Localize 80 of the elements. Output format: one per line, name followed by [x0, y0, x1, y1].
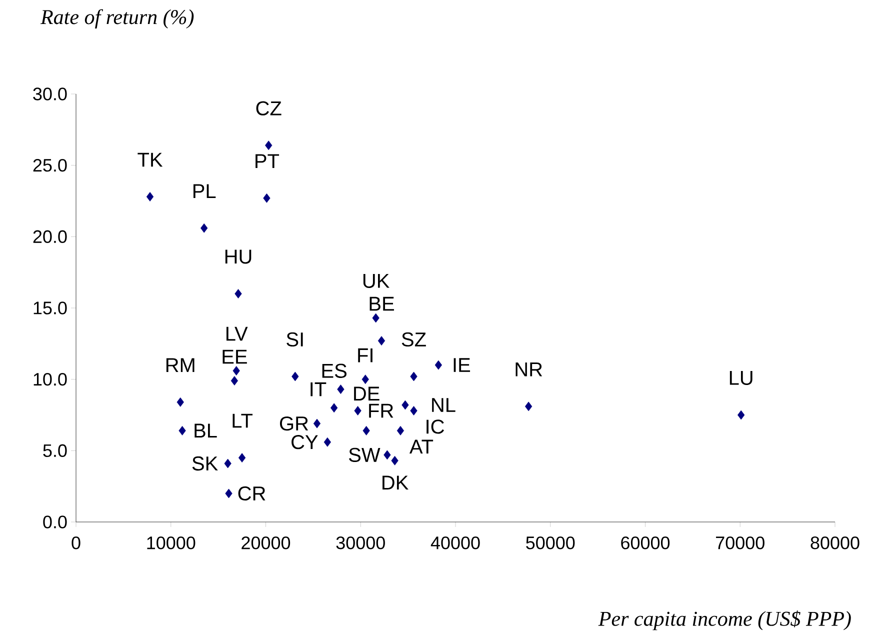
annotation: BL	[194, 424, 217, 438]
point	[292, 372, 299, 382]
annotation: IE	[454, 358, 470, 372]
annotation: FR	[369, 404, 394, 418]
y-tick-label: 25.0	[33, 158, 67, 172]
point	[738, 410, 745, 420]
point	[378, 336, 386, 346]
x-tick-label: 20000	[242, 536, 290, 550]
annotation: LV	[226, 326, 248, 341]
point	[330, 403, 338, 413]
point	[265, 140, 272, 150]
annotation: UK	[363, 274, 390, 288]
point	[384, 450, 391, 460]
point	[232, 366, 240, 376]
point	[200, 223, 208, 233]
x-axis-title: Per capita income (US$ PPP)	[598, 610, 851, 630]
annotation: SI	[286, 332, 303, 347]
annotation: FI	[358, 348, 372, 362]
point	[434, 360, 442, 370]
point	[354, 406, 362, 416]
point	[372, 313, 380, 323]
point	[362, 374, 369, 384]
x-tick-label: 80000	[810, 536, 860, 550]
annotation: LT	[232, 414, 253, 428]
annotation: HU	[225, 250, 252, 264]
annotation: ES	[322, 364, 346, 378]
annotation: CZ	[256, 101, 282, 116]
point	[225, 488, 232, 498]
annotation: PT	[256, 154, 280, 168]
annotation: DE	[354, 386, 380, 401]
annotation: IC	[426, 420, 444, 434]
annotation: SZ	[402, 332, 426, 347]
point	[391, 456, 398, 466]
y-tick-label: 0.0	[43, 516, 67, 528]
annotation: NR	[516, 362, 542, 376]
point	[146, 192, 154, 202]
y-tick-label: 15.0	[34, 302, 67, 314]
y-tick-label: 30.0	[33, 88, 67, 100]
x-tick-label: 0	[72, 536, 80, 550]
annotation: SW	[348, 448, 380, 462]
y-tick-label: 10.0	[34, 372, 67, 386]
annotation: SK	[192, 456, 218, 471]
annotation: NL	[432, 398, 456, 412]
point	[178, 426, 186, 436]
annotation: CR	[238, 486, 266, 501]
annotation: LU	[730, 371, 752, 385]
point	[402, 400, 409, 410]
annotation: BE	[370, 296, 394, 311]
x-tick-label: 10000	[147, 536, 196, 550]
y-tick-label: 20.0	[33, 230, 67, 244]
point	[234, 289, 242, 298]
point	[230, 376, 238, 386]
annotation: DK	[382, 476, 408, 490]
point	[324, 437, 332, 447]
annotation: IT	[310, 382, 326, 396]
x-tick-label: 50000	[526, 536, 575, 550]
x-tick-label: 60000	[621, 536, 670, 550]
point	[410, 372, 418, 382]
annotation: RM	[166, 358, 194, 372]
annotation: EE	[222, 350, 247, 364]
y-axis-title: Rate of return (%)	[40, 9, 194, 28]
point	[337, 384, 344, 394]
point	[524, 402, 532, 412]
point	[410, 406, 418, 416]
annotation: AT	[409, 440, 434, 454]
annotation: TK	[138, 152, 163, 167]
annotation: GR	[280, 416, 308, 431]
y-tick-label: 5.0	[43, 444, 67, 458]
annotation: PL	[194, 184, 216, 198]
annotation: CY	[292, 435, 318, 450]
point	[313, 418, 321, 428]
point	[362, 426, 370, 436]
point	[224, 458, 232, 468]
point	[396, 426, 404, 436]
point	[238, 453, 246, 462]
point	[263, 193, 270, 203]
x-tick-label: 70000	[716, 536, 764, 550]
x-tick-label: 40000	[430, 536, 480, 550]
x-tick-label: 30000	[336, 536, 385, 550]
point	[176, 397, 184, 407]
